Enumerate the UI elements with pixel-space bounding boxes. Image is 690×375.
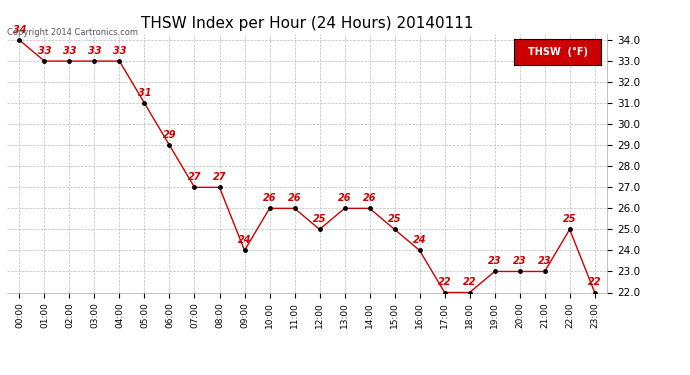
- Text: 23: 23: [538, 256, 551, 266]
- Text: 31: 31: [138, 88, 151, 98]
- Text: 33: 33: [112, 45, 126, 56]
- Text: 25: 25: [388, 214, 402, 224]
- Text: 24: 24: [238, 235, 251, 245]
- Text: 25: 25: [313, 214, 326, 224]
- Text: 24: 24: [413, 235, 426, 245]
- Title: THSW Index per Hour (24 Hours) 20140111: THSW Index per Hour (24 Hours) 20140111: [141, 16, 473, 31]
- Text: 23: 23: [513, 256, 526, 266]
- Text: Copyright 2014 Cartronics.com: Copyright 2014 Cartronics.com: [7, 28, 138, 37]
- Text: 29: 29: [163, 130, 176, 140]
- Text: 22: 22: [438, 277, 451, 287]
- Text: 33: 33: [38, 45, 51, 56]
- Text: 23: 23: [488, 256, 502, 266]
- Text: 27: 27: [213, 172, 226, 182]
- Text: 26: 26: [363, 193, 376, 203]
- Text: 34: 34: [12, 24, 26, 34]
- Text: 26: 26: [263, 193, 276, 203]
- Text: 22: 22: [588, 277, 602, 287]
- Text: 22: 22: [463, 277, 476, 287]
- Text: 33: 33: [88, 45, 101, 56]
- Text: 25: 25: [563, 214, 576, 224]
- Text: 33: 33: [63, 45, 76, 56]
- Text: 27: 27: [188, 172, 201, 182]
- Text: 26: 26: [288, 193, 302, 203]
- Text: 26: 26: [338, 193, 351, 203]
